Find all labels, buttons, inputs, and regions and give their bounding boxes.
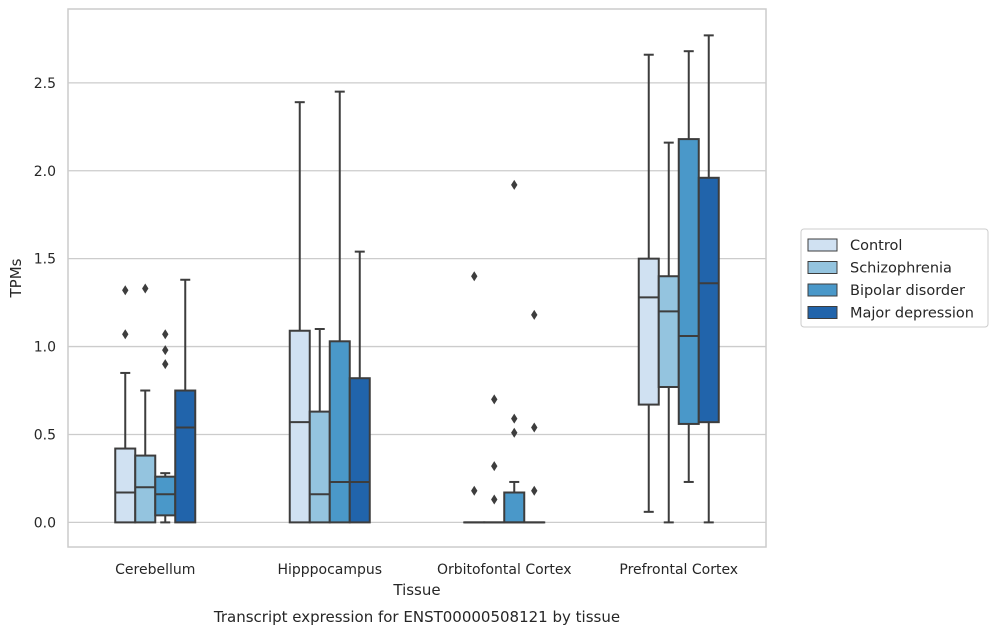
y-axis-ticks: 0.0 0.5 1.0 1.5 2.0 2.5 <box>34 76 56 532</box>
outlier-point <box>491 461 498 472</box>
outlier-point <box>531 485 538 496</box>
outlier-point <box>491 494 498 505</box>
box-2-2 <box>503 179 526 524</box>
box-body <box>174 389 197 524</box>
outlier-point <box>162 359 169 370</box>
outlier-point <box>142 283 149 294</box>
legend-label: Major depression <box>850 306 974 322</box>
box-1-2 <box>483 394 506 524</box>
x-tick-label: Orbitofontal Cortex <box>437 562 572 578</box>
chart-caption: Transcript expression for ENST0000050812… <box>213 608 620 626</box>
box-1-3 <box>657 141 680 524</box>
outlier-point <box>531 309 538 320</box>
outlier-point <box>162 345 169 356</box>
box-0-3 <box>637 53 660 513</box>
y-tick-label: 0.5 <box>34 427 56 443</box>
y-tick-label: 2.5 <box>34 76 56 92</box>
box-1-1 <box>308 327 331 524</box>
box-1-0 <box>134 283 157 524</box>
box-body <box>308 410 331 524</box>
outlier-point <box>511 179 518 190</box>
legend-swatch <box>807 306 838 319</box>
box-body <box>134 454 157 524</box>
y-axis-title: TPMs <box>7 258 25 298</box>
legend-swatch <box>807 261 838 274</box>
y-tick-label: 1.5 <box>34 252 56 268</box>
legend-swatch <box>807 238 838 252</box>
box-body <box>677 138 700 425</box>
outlier-point <box>122 329 129 340</box>
box-body <box>288 329 311 524</box>
outlier-point <box>511 413 518 424</box>
box-body <box>503 491 526 524</box>
x-axis-title: Tissue <box>392 581 440 599</box>
outlier-point <box>511 427 518 438</box>
box-2-3 <box>677 50 700 483</box>
box-0-2 <box>463 271 486 524</box>
box-body <box>657 275 680 389</box>
legend-label: Bipolar disorder <box>850 283 965 299</box>
y-tick-label: 2.0 <box>34 164 56 180</box>
outlier-point <box>491 394 498 405</box>
legend-label: Control <box>850 238 902 254</box>
outlier-point <box>471 271 478 282</box>
box-3-3 <box>697 34 720 524</box>
box-3-1 <box>348 250 371 524</box>
x-tick-label: Prefrontal Cortex <box>619 562 738 578</box>
box-body <box>328 340 351 524</box>
box-body <box>637 257 660 406</box>
plot-frame <box>67 8 767 548</box>
legend-label: Schizophrenia <box>850 261 952 277</box>
outlier-point <box>122 285 129 296</box>
y-tick-label: 1.0 <box>34 340 56 356</box>
box-plots <box>114 34 720 524</box>
outlier-point <box>162 329 169 340</box>
x-tick-label: Cerebellum <box>115 562 195 578</box>
box-0-0 <box>114 285 137 524</box>
box-2-1 <box>328 90 351 524</box>
box-body <box>154 475 177 517</box>
box-2-0 <box>154 329 177 524</box>
box-body <box>348 377 371 524</box>
legend-box <box>800 228 989 328</box>
box-3-0 <box>174 278 197 524</box>
box-body <box>114 447 137 524</box>
outlier-point <box>531 422 538 433</box>
box-body <box>697 176 720 424</box>
x-tick-label: Hipppocampus <box>277 562 382 578</box>
x-axis-ticks: Cerebellum Hipppocampus Orbitofontal Corte… <box>115 562 738 578</box>
legend: Control Schizophrenia Bipolar disorder Majo… <box>800 228 989 328</box>
box-0-1 <box>288 101 311 524</box>
outlier-point <box>471 485 478 496</box>
box-3-2 <box>523 309 546 524</box>
y-tick-label: 0.0 <box>34 515 56 531</box>
legend-swatch <box>807 283 838 297</box>
